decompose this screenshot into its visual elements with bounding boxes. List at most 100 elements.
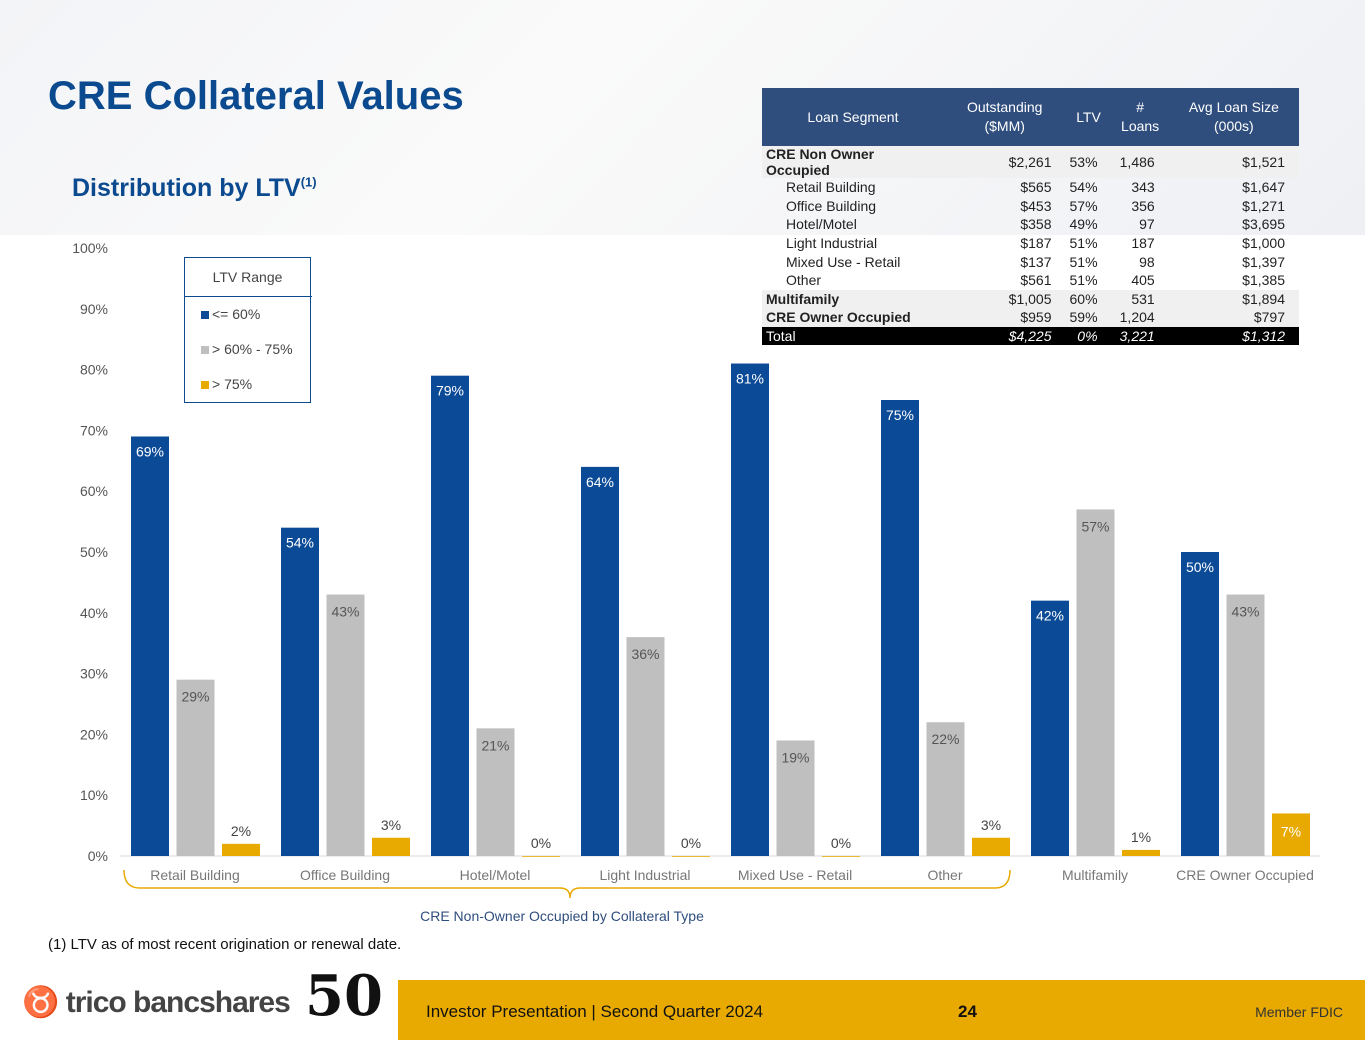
table-cell: $4,225: [943, 326, 1066, 346]
table-cell: 97: [1139, 216, 1155, 233]
data-label: 43%: [1231, 604, 1259, 620]
category-label: Hotel/Motel: [460, 867, 531, 883]
category-label: CRE Owner Occupied: [1176, 867, 1314, 883]
table-row: CRE Non Owner Occupied $2,261 53% 1,486 $1,5…: [762, 146, 1299, 178]
footer-bar: Investor Presentation | Second Quarter 2…: [398, 980, 1365, 1040]
data-label: 79%: [436, 383, 464, 399]
table-cell: Office Building: [786, 197, 877, 214]
data-label: 19%: [781, 749, 809, 765]
table-cell: 49%: [1069, 216, 1098, 233]
table-cell: $1,397: [1242, 253, 1285, 270]
table-row: Light Industrial $187 51% 187 $1,000: [762, 234, 1299, 253]
table-cell: 57%: [1069, 197, 1098, 214]
table-cell: $2,261: [943, 146, 1066, 178]
table-cell: Other: [786, 272, 822, 289]
table-cell: CRE Non Owner Occupied: [762, 146, 944, 178]
group-bracket: [123, 869, 1011, 899]
bar-2: [822, 856, 860, 857]
table-cell: 356: [1131, 197, 1155, 214]
table-row: Other $561 51% 405 $1,385: [762, 271, 1299, 290]
table-cell: $3,695: [1242, 216, 1285, 233]
table-cell: Mixed Use - Retail: [786, 253, 901, 270]
table-row: Retail Building $565 54% 343 $1,647: [762, 178, 1299, 197]
data-label: 0%: [531, 835, 551, 851]
table-cell: $1,000: [1242, 235, 1285, 252]
category-label: Mixed Use - Retail: [738, 867, 852, 883]
data-label: 7%: [1281, 823, 1301, 839]
data-label: 21%: [481, 737, 509, 753]
data-label: 3%: [981, 817, 1001, 833]
bar-1: [326, 594, 365, 856]
category-label: Retail Building: [150, 867, 240, 883]
table-cell: 1,204: [1111, 308, 1169, 327]
table-row: Total $4,225 0% 3,221 $1,312: [762, 326, 1299, 346]
bar-0: [1031, 600, 1069, 856]
data-label: 64%: [586, 474, 614, 490]
table-cell: Multifamily: [762, 289, 944, 309]
bar-0: [1181, 552, 1219, 856]
data-label: 29%: [181, 689, 209, 705]
bar-0: [431, 375, 469, 856]
bar-0: [581, 466, 619, 856]
category-label: Other: [927, 867, 962, 883]
table-cell: Light Industrial: [786, 235, 878, 252]
table-cell: 187: [1131, 235, 1155, 252]
bar-0: [281, 527, 319, 856]
data-label: 0%: [681, 835, 701, 851]
bar-1: [776, 740, 815, 856]
legend-item: > 75%: [185, 367, 310, 402]
table-cell: 53%: [1065, 146, 1112, 178]
table-row: Hotel/Motel $358 49% 97 $3,695: [762, 215, 1299, 234]
table-cell: 1,486: [1111, 146, 1169, 178]
trico-logo: ♉ trico bancshares: [22, 986, 291, 1019]
bar-2: [1272, 813, 1310, 856]
table-cell: Retail Building: [786, 179, 876, 196]
table-cell: $797: [1168, 308, 1299, 327]
subtitle-text: Distribution by LTV: [72, 174, 301, 202]
data-label: 0%: [831, 835, 851, 851]
data-label: 81%: [736, 371, 764, 387]
bar-2: [222, 843, 260, 856]
bar-2: [372, 837, 410, 856]
y-tick-label: 30%: [80, 666, 108, 682]
table-cell: $1,521: [1168, 146, 1299, 178]
bar-1: [476, 728, 515, 856]
page-title: CRE Collateral Values: [48, 74, 464, 118]
legend-item: > 60% - 75%: [185, 332, 310, 367]
table-cell: $358: [1020, 216, 1052, 233]
table-cell: 0%: [1065, 326, 1112, 346]
y-tick-label: 50%: [80, 544, 108, 560]
table-cell: $561: [1020, 272, 1052, 289]
bar-2: [672, 856, 710, 857]
table-cell: $959: [943, 308, 1066, 327]
bar-0: [731, 363, 769, 856]
table-cell: 343: [1131, 179, 1155, 196]
bar-1: [176, 679, 215, 856]
data-label: 75%: [886, 407, 914, 423]
table-cell: $1,271: [1242, 197, 1285, 214]
table-cell: $1,894: [1168, 289, 1299, 309]
table-cell: $1,385: [1242, 272, 1285, 289]
loan-segment-table: Loan Segment Outstanding ($MM) LTV # Loans A…: [762, 88, 1299, 346]
y-tick-label: 100%: [72, 240, 108, 256]
anniversary-logo: 50: [305, 963, 383, 1029]
bar-1: [626, 637, 665, 856]
bar-2: [1122, 849, 1160, 856]
bar-0: [131, 436, 169, 856]
data-label: 1%: [1131, 829, 1151, 845]
table-cell: 51%: [1069, 235, 1098, 252]
y-tick-label: 40%: [80, 605, 108, 621]
bar-2: [522, 856, 560, 857]
bar-1: [1226, 594, 1265, 856]
table-cell: $1,647: [1242, 179, 1285, 196]
member-fdic: Member FDIC: [1255, 1004, 1343, 1020]
bar-0: [881, 400, 919, 856]
bar-1: [1076, 509, 1115, 856]
bar-2: [972, 837, 1010, 856]
category-label: Light Industrial: [599, 867, 690, 883]
table-cell: 3,221: [1111, 326, 1169, 346]
table-header: Outstanding ($MM): [943, 88, 1066, 146]
chart-legend: LTV Range <= 60% > 60% - 75% > 75%: [183, 257, 312, 403]
table-row: Mixed Use - Retail $137 51% 98 $1,397: [762, 252, 1299, 271]
